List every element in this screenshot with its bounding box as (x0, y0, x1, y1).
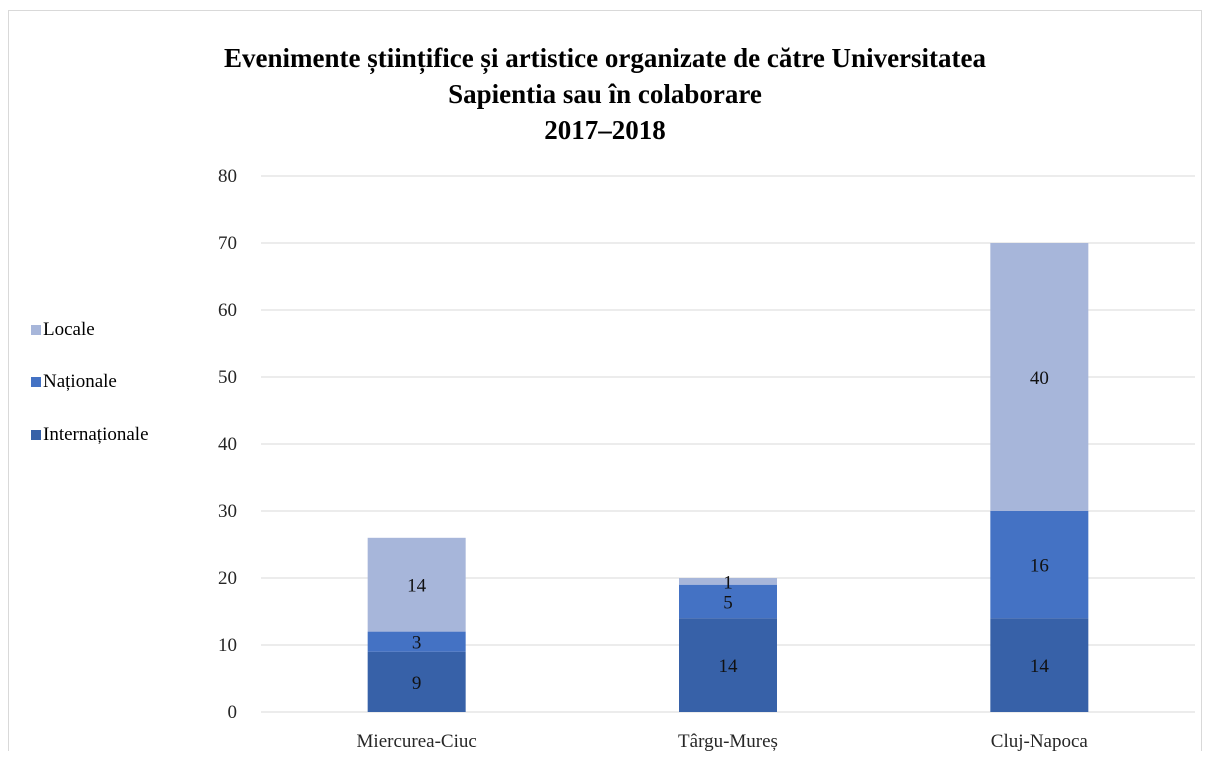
data-label: 14 (1030, 656, 1050, 677)
bar-segment (367, 651, 466, 712)
bar-segment (679, 584, 777, 619)
legend-swatch (31, 377, 41, 387)
bar-segment (990, 618, 1089, 712)
bar-segment (679, 618, 777, 712)
legend: Locale Naționale Internaționale (31, 319, 149, 445)
legend-swatch (31, 325, 41, 335)
data-label: 40 (1030, 368, 1049, 389)
y-tick-label: 40 (218, 434, 237, 455)
data-labels: 9 3 14 14 51 14 16 40 (407, 368, 1049, 694)
bar-segment (367, 537, 466, 632)
bar-segment (679, 578, 777, 585)
category-label: Târgu-Mureș (678, 731, 778, 751)
legend-swatch (31, 430, 41, 440)
y-tick-label: 0 (228, 702, 238, 723)
chart-title-line: Sapientia sau în colaborare (448, 79, 762, 109)
chart-title-line: Evenimente științifice și artistice orga… (224, 43, 987, 74)
chart-title: Evenimente științifice și artistice orga… (224, 43, 987, 145)
bar-segment (990, 243, 1089, 511)
data-label: 14 (719, 656, 739, 677)
y-tick-label: 50 (218, 367, 237, 388)
category-label: Miercurea-Ciuc (357, 731, 477, 751)
y-tick-label: 60 (218, 300, 237, 321)
category-label: Cluj-Napoca (991, 731, 1089, 751)
y-tick-label: 80 (218, 166, 237, 187)
y-tick-label: 30 (218, 501, 237, 522)
chart-title-line: 2017–2018 (544, 115, 666, 145)
x-axis-categories: Miercurea-Ciuc Târgu-Mureș Cluj-Napoca (357, 731, 1089, 751)
chart: Evenimente științifice și artistice orga… (31, 43, 1195, 751)
data-label: 9 (412, 673, 422, 694)
chart-frame: Evenimente științifice și artistice orga… (8, 10, 1202, 751)
y-tick-label: 10 (218, 635, 237, 656)
legend-label: Internaționale (43, 424, 149, 445)
y-tick-label: 70 (218, 233, 237, 254)
data-label: 16 (1030, 556, 1049, 577)
bar-segment (990, 511, 1089, 619)
data-label: 14 (407, 576, 427, 597)
bar-segment (367, 631, 466, 652)
legend-label: Naționale (43, 371, 117, 392)
data-label: 3 (412, 633, 422, 654)
data-label: 5 (723, 592, 733, 613)
legend-label: Locale (43, 319, 95, 340)
y-axis-ticks: 0 10 20 30 40 50 60 70 80 (218, 166, 237, 723)
y-tick-label: 20 (218, 568, 237, 589)
bars (367, 243, 1089, 712)
data-label: 1 (723, 572, 733, 593)
